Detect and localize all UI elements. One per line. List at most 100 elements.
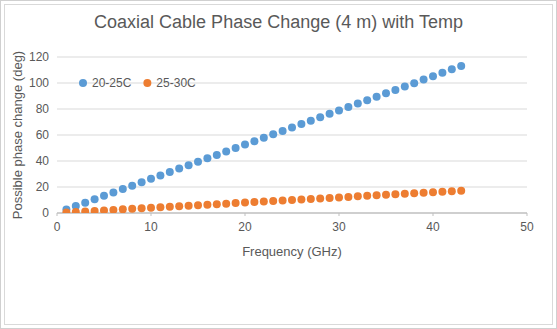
point	[232, 144, 240, 152]
point	[288, 123, 296, 131]
point	[297, 195, 305, 203]
point	[175, 202, 183, 210]
point	[194, 201, 202, 209]
grid-line	[57, 135, 527, 136]
chart-border	[5, 5, 553, 325]
point	[429, 188, 437, 196]
y-tick-label: 120	[29, 50, 49, 64]
point	[448, 187, 456, 195]
y-tick-label: 80	[36, 102, 50, 116]
y-tick-label: 0	[42, 206, 49, 220]
point	[156, 171, 164, 179]
series	[62, 187, 465, 213]
legend-marker	[143, 79, 151, 87]
point	[438, 69, 446, 77]
point	[185, 202, 193, 210]
point	[138, 204, 146, 212]
title: Coaxial Cable Phase Change (4 m) with Te…	[94, 12, 463, 32]
x-tick	[151, 213, 152, 216]
point	[185, 161, 193, 169]
legend-label: 20-25C	[92, 76, 132, 90]
point	[260, 198, 268, 206]
point	[448, 65, 456, 73]
point	[81, 207, 89, 213]
grid-line	[57, 213, 527, 214]
point	[354, 192, 362, 200]
point	[420, 189, 428, 197]
point	[335, 193, 343, 201]
point	[109, 206, 117, 213]
point	[279, 127, 287, 135]
point	[354, 100, 362, 108]
point	[391, 86, 399, 94]
point	[326, 110, 334, 118]
point	[373, 191, 381, 199]
point	[203, 201, 211, 209]
point	[269, 130, 277, 138]
point	[109, 188, 117, 196]
point	[166, 168, 174, 176]
x-tick	[527, 213, 528, 216]
legend-label: 25-30C	[156, 76, 196, 90]
point	[335, 106, 343, 114]
point	[429, 72, 437, 80]
point	[166, 203, 174, 211]
x-tick-label: 10	[144, 220, 158, 234]
point	[147, 175, 155, 183]
legend-marker	[79, 79, 87, 87]
y-tick-label: 100	[29, 76, 49, 90]
x-tick-label: 30	[332, 220, 346, 234]
x-tick	[57, 213, 58, 216]
point	[100, 206, 108, 213]
point	[100, 192, 108, 200]
x-tick	[433, 213, 434, 216]
legend: 20-25C 25-30C	[79, 76, 196, 90]
point	[391, 190, 399, 198]
point	[457, 187, 465, 195]
point	[232, 199, 240, 207]
point	[62, 208, 70, 213]
point	[410, 79, 418, 87]
series	[62, 62, 465, 213]
outer-border	[1, 1, 557, 329]
point	[128, 205, 136, 213]
point	[297, 120, 305, 128]
x-tick-label: 50	[520, 220, 534, 234]
point	[344, 193, 352, 201]
y-tick-label: 60	[36, 128, 50, 142]
point	[260, 134, 268, 142]
chart: Coaxial Cable Phase Change (4 m) with Te…	[0, 0, 557, 329]
point	[307, 195, 315, 203]
point	[203, 154, 211, 162]
point	[438, 188, 446, 196]
point	[316, 113, 324, 121]
point	[72, 208, 80, 213]
point	[156, 203, 164, 211]
point	[241, 199, 249, 207]
point	[457, 62, 465, 70]
point	[213, 151, 221, 159]
point	[175, 165, 183, 173]
grid-line	[57, 187, 527, 188]
point	[119, 185, 127, 193]
x-tick-label: 40	[426, 220, 440, 234]
point	[91, 195, 99, 203]
point	[373, 93, 381, 101]
x-axis-label: Frequency (GHz)	[242, 244, 342, 259]
point	[222, 200, 230, 208]
point	[326, 194, 334, 202]
point	[213, 200, 221, 208]
y-tick-label: 20	[36, 180, 50, 194]
point	[279, 197, 287, 205]
y-tick-label: 40	[36, 154, 50, 168]
point	[119, 205, 127, 213]
point	[128, 182, 136, 190]
y-axis-label: Possible phase change (deg)	[10, 51, 25, 219]
x-tick-label: 0	[54, 220, 61, 234]
point	[222, 148, 230, 156]
grid-line	[57, 161, 527, 162]
point	[307, 117, 315, 125]
x-tick	[245, 213, 246, 216]
point	[363, 96, 371, 104]
x-axis-line	[57, 213, 527, 214]
